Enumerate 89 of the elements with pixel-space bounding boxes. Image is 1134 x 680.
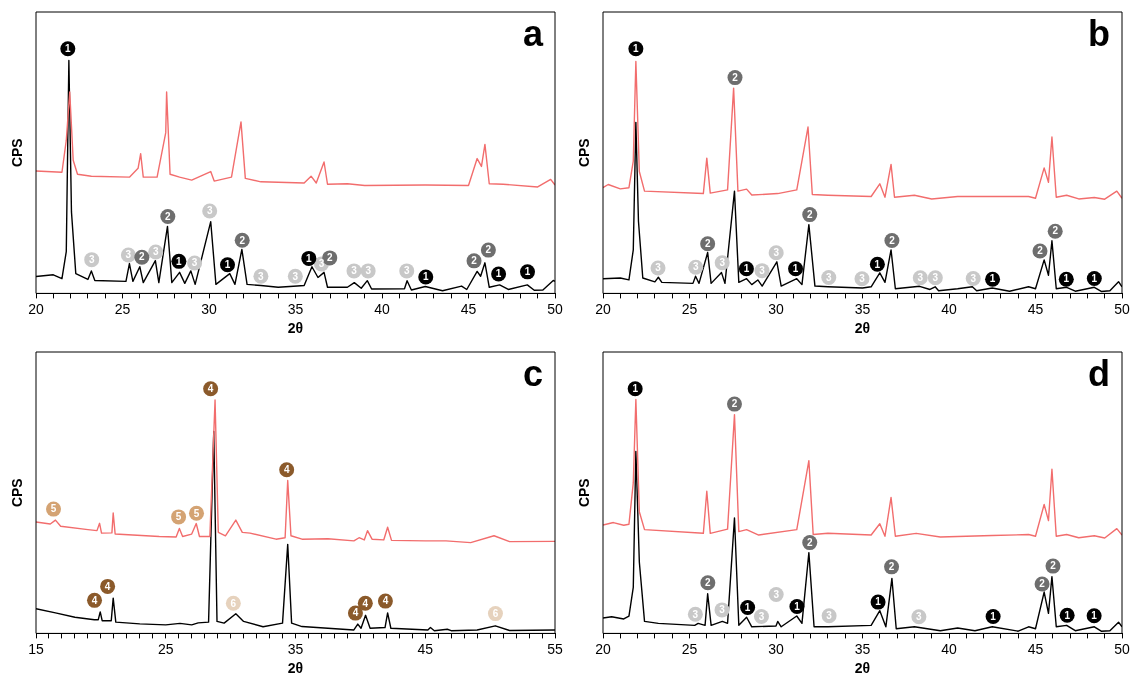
text: 2 xyxy=(471,255,477,267)
x-tick-label: 50 xyxy=(547,300,563,317)
text: 2 xyxy=(705,577,711,588)
text: 1 xyxy=(1063,273,1070,285)
series-label: 1 xyxy=(1064,609,1071,621)
text: 1 xyxy=(306,252,312,264)
text: 4 xyxy=(283,463,290,475)
chart-title: a xyxy=(522,12,544,54)
x-tick-label: 45 xyxy=(1027,640,1044,657)
text: 4 xyxy=(104,580,111,592)
text: 2 xyxy=(165,210,171,222)
text: 1 xyxy=(1091,610,1097,622)
x-tick-label: 35 xyxy=(854,640,871,657)
x-tick-label: 25 xyxy=(157,640,174,657)
series-label: 2 xyxy=(888,561,895,573)
text: 2 xyxy=(1037,245,1043,257)
text: 6 xyxy=(492,607,499,619)
text: 1 xyxy=(633,42,639,54)
x-tick-label: 25 xyxy=(681,640,698,657)
text: 1 xyxy=(794,600,800,612)
x-tick-label: 55 xyxy=(547,640,563,657)
chart-title: c xyxy=(522,352,543,394)
chart-title: d xyxy=(1088,352,1110,394)
x-axis-title: 2θ xyxy=(854,660,871,677)
x-tick-label: 30 xyxy=(201,300,217,317)
text: 5 xyxy=(193,507,200,519)
text: 2 xyxy=(239,234,245,246)
y-axis-title: CPS xyxy=(8,478,25,508)
y-axis-title: CPS xyxy=(8,138,25,168)
x-tick-label: 45 xyxy=(1027,300,1044,317)
text: 2 xyxy=(889,234,895,246)
series-label: 1 xyxy=(989,273,996,285)
text: 2 xyxy=(485,244,492,256)
x-axis-title: 2θ xyxy=(287,660,304,677)
text: 2 xyxy=(731,398,738,410)
x-tick-label: 35 xyxy=(854,300,871,317)
x-axis-title: 2θ xyxy=(854,320,871,337)
text: 2 xyxy=(1050,560,1056,572)
x-tick-label: 20 xyxy=(595,300,611,317)
x-axis-title: 2θ xyxy=(287,320,304,337)
x-tick-label: 30 xyxy=(768,640,784,657)
text: 1 xyxy=(422,271,429,283)
series-label: 2 xyxy=(704,237,711,249)
text: 4 xyxy=(207,382,214,394)
text: 4 xyxy=(382,595,389,607)
text: 1 xyxy=(743,262,750,274)
x-tick-label: 45 xyxy=(460,300,477,317)
text: 1 xyxy=(990,610,996,622)
text: 1 xyxy=(792,262,799,274)
chart-title: b xyxy=(1088,12,1110,54)
text: 1 xyxy=(874,258,881,270)
x-tick-label: 25 xyxy=(681,300,698,317)
x-tick-label: 40 xyxy=(941,640,957,657)
series-label: 2 xyxy=(326,252,333,264)
series-label: 5 xyxy=(50,503,57,515)
text: 1 xyxy=(875,596,881,608)
text: 1 xyxy=(1091,272,1098,284)
series-label: 4 xyxy=(352,607,359,619)
x-tick-label: 50 xyxy=(1114,640,1130,657)
text: 1 xyxy=(632,382,638,394)
text: 1 xyxy=(744,601,751,613)
text: 1 xyxy=(524,266,531,278)
x-tick-label: 35 xyxy=(287,300,304,317)
x-tick-label: 30 xyxy=(768,300,784,317)
x-tick-label: 40 xyxy=(941,300,957,317)
series-label: 1 xyxy=(176,255,183,267)
x-tick-label: 25 xyxy=(114,300,131,317)
text: 2 xyxy=(732,71,738,83)
x-tick-label: 45 xyxy=(417,640,434,657)
x-tick-label: 15 xyxy=(28,640,44,657)
text: 1 xyxy=(495,268,502,280)
series-label: 6 xyxy=(230,597,237,609)
text: 4 xyxy=(362,597,369,609)
text: 2 xyxy=(139,251,145,263)
x-tick-label: 20 xyxy=(28,300,44,317)
x-tick-label: 40 xyxy=(374,300,390,317)
y-axis-title: CPS xyxy=(575,478,592,508)
x-tick-label: 50 xyxy=(1114,300,1130,317)
text: 4 xyxy=(91,594,98,606)
text: 2 xyxy=(806,208,813,220)
text: 2 xyxy=(806,536,813,548)
text: 5 xyxy=(175,511,182,523)
text: 2 xyxy=(1039,578,1045,590)
text: 1 xyxy=(224,259,231,271)
text: 1 xyxy=(65,42,71,54)
x-tick-label: 20 xyxy=(595,640,611,657)
text: 2 xyxy=(1052,225,1058,237)
y-axis-title: CPS xyxy=(575,138,592,168)
x-tick-label: 35 xyxy=(287,640,304,657)
